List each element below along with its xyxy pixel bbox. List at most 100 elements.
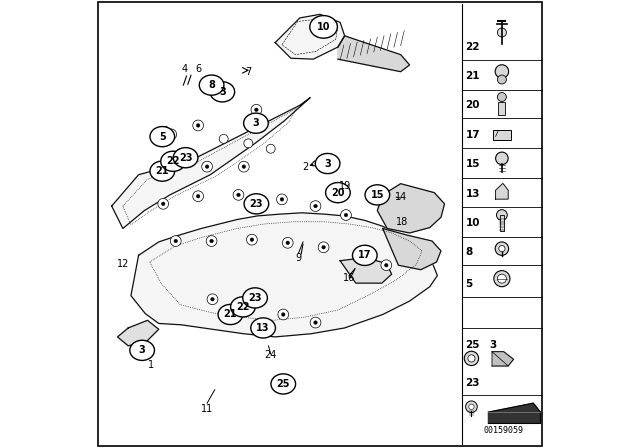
Circle shape: [276, 194, 287, 205]
Polygon shape: [131, 213, 437, 337]
Text: 8: 8: [466, 247, 473, 257]
Ellipse shape: [130, 340, 154, 360]
Circle shape: [318, 242, 329, 253]
Text: 6: 6: [195, 64, 201, 73]
Circle shape: [246, 304, 250, 307]
Text: 23: 23: [250, 199, 263, 209]
Text: 18: 18: [396, 217, 408, 227]
Text: 21: 21: [466, 71, 480, 81]
Text: 12: 12: [116, 259, 129, 269]
Circle shape: [322, 246, 325, 249]
Circle shape: [237, 193, 240, 197]
Text: 22: 22: [236, 302, 250, 312]
Text: 20: 20: [466, 100, 480, 110]
Ellipse shape: [244, 194, 269, 214]
Ellipse shape: [150, 127, 175, 147]
Circle shape: [174, 239, 177, 243]
Ellipse shape: [326, 182, 350, 203]
Polygon shape: [495, 184, 508, 199]
Text: 5: 5: [466, 280, 473, 289]
Circle shape: [207, 294, 218, 305]
Ellipse shape: [243, 288, 268, 308]
Text: 3: 3: [253, 118, 259, 128]
Ellipse shape: [244, 113, 268, 134]
Bar: [499, 103, 506, 115]
Circle shape: [282, 313, 285, 316]
Text: 21: 21: [223, 310, 237, 319]
Circle shape: [166, 129, 177, 140]
Ellipse shape: [218, 305, 243, 324]
Text: 00159059: 00159059: [484, 426, 524, 435]
Polygon shape: [118, 320, 159, 346]
Circle shape: [196, 124, 200, 127]
Polygon shape: [383, 228, 441, 270]
Circle shape: [497, 75, 506, 84]
Ellipse shape: [316, 153, 340, 173]
Text: 8: 8: [208, 80, 215, 90]
Polygon shape: [275, 14, 345, 59]
Text: 23: 23: [179, 153, 193, 163]
Text: 9: 9: [296, 254, 301, 263]
Text: 21: 21: [156, 166, 169, 176]
Circle shape: [314, 204, 317, 208]
Text: 22: 22: [166, 156, 180, 166]
Text: 3: 3: [324, 159, 331, 168]
Circle shape: [282, 237, 293, 248]
Text: 3: 3: [490, 340, 497, 350]
Text: 13: 13: [257, 323, 270, 333]
Ellipse shape: [353, 246, 377, 265]
Text: 10: 10: [466, 218, 480, 228]
Polygon shape: [112, 98, 310, 228]
Text: 15: 15: [466, 159, 480, 169]
Ellipse shape: [251, 318, 275, 338]
Circle shape: [497, 274, 506, 283]
Polygon shape: [340, 258, 392, 283]
Ellipse shape: [310, 16, 337, 38]
Polygon shape: [154, 126, 168, 144]
Circle shape: [202, 161, 212, 172]
Text: 2: 2: [303, 162, 308, 172]
Circle shape: [210, 239, 213, 243]
Circle shape: [466, 401, 477, 413]
Circle shape: [344, 213, 348, 217]
Text: 23: 23: [466, 378, 480, 388]
Circle shape: [161, 202, 165, 206]
Circle shape: [358, 254, 362, 258]
Text: 25: 25: [276, 379, 290, 389]
Circle shape: [242, 165, 246, 168]
Circle shape: [243, 300, 253, 311]
Circle shape: [464, 351, 479, 366]
Circle shape: [205, 165, 209, 168]
Circle shape: [170, 133, 173, 136]
Text: 24: 24: [264, 350, 277, 360]
Text: 22: 22: [466, 42, 480, 52]
Circle shape: [280, 198, 284, 201]
Bar: [493, 130, 511, 140]
Bar: [500, 215, 504, 231]
Polygon shape: [378, 184, 445, 233]
Text: 25: 25: [466, 340, 480, 350]
Circle shape: [233, 190, 244, 200]
Circle shape: [196, 194, 200, 198]
Text: 17: 17: [466, 130, 480, 140]
Ellipse shape: [150, 161, 175, 181]
Text: 17: 17: [358, 250, 372, 260]
Circle shape: [266, 144, 275, 153]
Circle shape: [494, 271, 510, 287]
Circle shape: [499, 246, 505, 252]
Text: 3: 3: [139, 345, 145, 355]
Text: 7: 7: [245, 67, 252, 77]
Circle shape: [495, 242, 509, 255]
Ellipse shape: [161, 151, 186, 171]
Ellipse shape: [271, 374, 296, 394]
Circle shape: [219, 134, 228, 143]
Text: 11: 11: [201, 404, 213, 414]
Circle shape: [193, 191, 204, 202]
Polygon shape: [338, 36, 410, 72]
Text: 1: 1: [148, 360, 154, 370]
Text: 5: 5: [159, 132, 166, 142]
Circle shape: [286, 241, 289, 245]
Text: 16: 16: [343, 273, 355, 283]
Circle shape: [310, 201, 321, 211]
Circle shape: [314, 321, 317, 324]
